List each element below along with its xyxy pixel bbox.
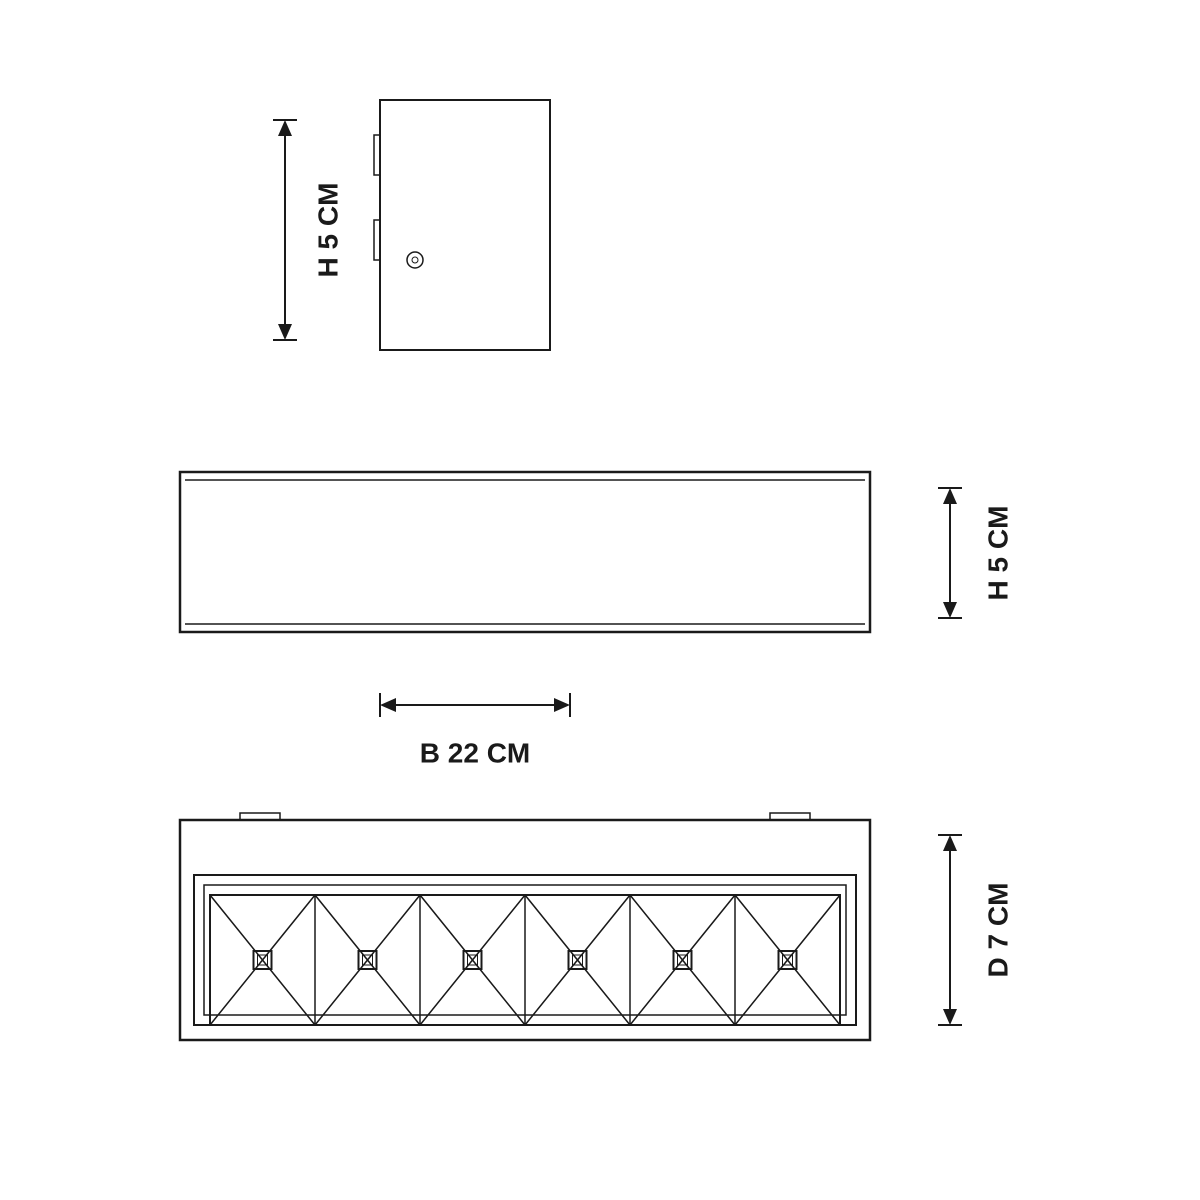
height-label-top: H 5 CM <box>312 183 343 278</box>
depth-label: D 7 CM <box>982 883 1013 978</box>
height-label-side: H 5 CM <box>982 506 1013 601</box>
width-label: B 22 CM <box>420 737 530 768</box>
